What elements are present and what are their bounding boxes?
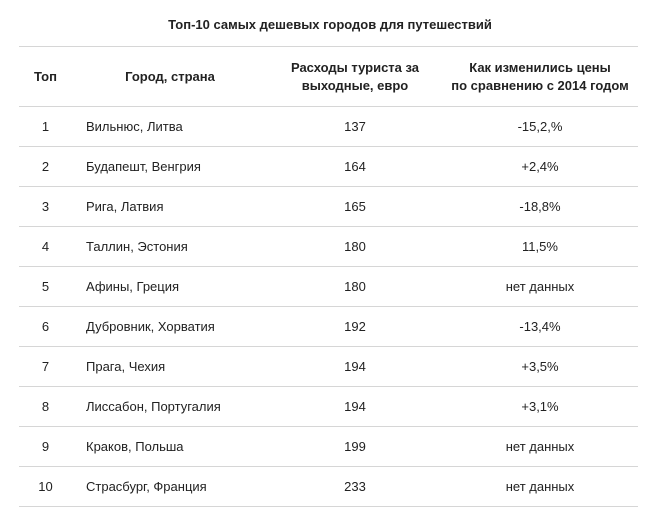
cell-rank: 4 xyxy=(19,226,72,267)
table-row: 4 Таллин, Эстония 180 11,5% xyxy=(19,226,638,267)
cell-change: -18,8% xyxy=(442,186,638,227)
cell-rank: 1 xyxy=(19,106,72,147)
cell-rank: 5 xyxy=(19,266,72,307)
cell-cost: 194 xyxy=(268,386,442,427)
cell-rank: 6 xyxy=(19,306,72,347)
table-row: 7 Прага, Чехия 194 +3,5% xyxy=(19,346,638,387)
header-cost-line1: Расходы туриста за xyxy=(290,59,420,75)
cell-cost: 194 xyxy=(268,346,442,387)
cell-rank: 7 xyxy=(19,346,72,387)
table-row: 2 Будапешт, Венгрия 164 +2,4% xyxy=(19,146,638,187)
table-row: 8 Лиссабон, Португалия 194 +3,1% xyxy=(19,386,638,427)
cell-city: Краков, Польша xyxy=(72,426,268,467)
table-row: 5 Афины, Греция 180 нет данных xyxy=(19,266,638,307)
table-row: 9 Краков, Польша 199 нет данных xyxy=(19,426,638,467)
cell-cost: 199 xyxy=(268,426,442,467)
cell-city: Будапешт, Венгрия xyxy=(72,146,268,187)
table-row: 1 Вильнюс, Литва 137 -15,2,% xyxy=(19,106,638,147)
cell-city: Лиссабон, Португалия xyxy=(72,386,268,427)
cell-cost: 137 xyxy=(268,106,442,147)
header-cost: Расходы туриста за выходные, евро xyxy=(268,46,442,107)
cities-table: Топ Город, страна Расходы туриста за вых… xyxy=(19,46,638,507)
cell-city: Рига, Латвия xyxy=(72,186,268,227)
header-cost-line2: выходные, евро xyxy=(301,77,409,93)
cell-change: нет данных xyxy=(442,466,638,507)
cell-cost: 233 xyxy=(268,466,442,507)
header-change: Как изменились цены по сравнению с 2014 … xyxy=(442,46,638,107)
cell-city: Страсбург, Франция xyxy=(72,466,268,507)
cell-city: Таллин, Эстония xyxy=(72,226,268,267)
cell-rank: 10 xyxy=(19,466,72,507)
header-change-line2: по сравнению с 2014 годом xyxy=(451,77,629,93)
cell-change: -15,2,% xyxy=(442,106,638,147)
cell-change: нет данных xyxy=(442,266,638,307)
cell-rank: 8 xyxy=(19,386,72,427)
cell-change: +3,1% xyxy=(442,386,638,427)
cell-city: Вильнюс, Литва xyxy=(72,106,268,147)
cell-change: +2,4% xyxy=(442,146,638,187)
header-city: Город, страна xyxy=(72,46,268,107)
cell-cost: 164 xyxy=(268,146,442,187)
table-row: 10 Страсбург, Франция 233 нет данных xyxy=(19,466,638,507)
cell-cost: 180 xyxy=(268,266,442,307)
cell-city: Прага, Чехия xyxy=(72,346,268,387)
table-row: 3 Рига, Латвия 165 -18,8% xyxy=(19,186,638,227)
cell-rank: 9 xyxy=(19,426,72,467)
cell-change: нет данных xyxy=(442,426,638,467)
cell-cost: 192 xyxy=(268,306,442,347)
header-rank: Топ xyxy=(19,46,72,107)
header-change-line1: Как изменились цены xyxy=(469,59,611,75)
cell-change: 11,5% xyxy=(442,226,638,267)
cell-rank: 3 xyxy=(19,186,72,227)
cell-city: Дубровник, Хорватия xyxy=(72,306,268,347)
cell-city: Афины, Греция xyxy=(72,266,268,307)
cell-change: -13,4% xyxy=(442,306,638,347)
cell-cost: 165 xyxy=(268,186,442,227)
cell-change: +3,5% xyxy=(442,346,638,387)
table-title: Топ-10 самых дешевых городов для путешес… xyxy=(168,17,492,32)
table-row: 6 Дубровник, Хорватия 192 -13,4% xyxy=(19,306,638,347)
table-header-row: Топ Город, страна Расходы туриста за вых… xyxy=(19,46,638,107)
cell-cost: 180 xyxy=(268,226,442,267)
cell-rank: 2 xyxy=(19,146,72,187)
